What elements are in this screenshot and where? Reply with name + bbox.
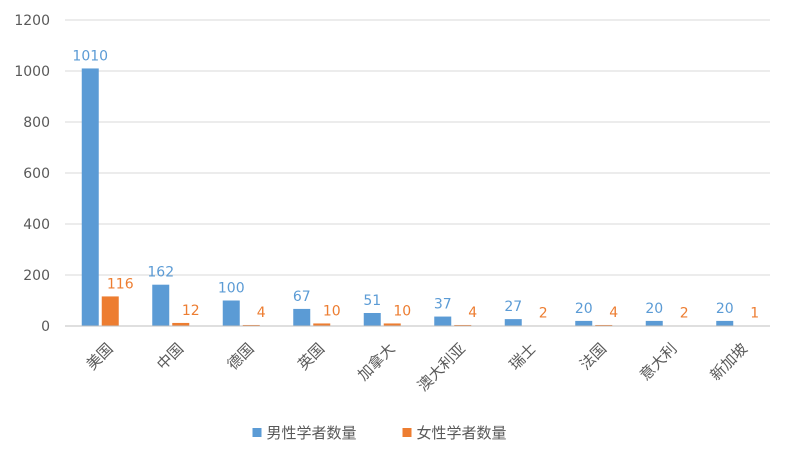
data-label-male: 1010 — [72, 48, 108, 64]
x-tick-label: 新加坡 — [707, 340, 752, 385]
bar-male — [293, 308, 311, 326]
x-tick-label: 中国 — [153, 340, 187, 374]
x-axis: 美国 中国 德国 英国 加拿大 澳大利亚 瑞士 法国 意大利 新加坡 — [65, 325, 770, 395]
y-tick-label: 800 — [23, 115, 50, 131]
bar-male — [363, 312, 381, 326]
x-tick-label: 瑞士 — [506, 340, 540, 374]
bar-male — [645, 320, 663, 326]
x-tick-label: 法国 — [576, 340, 610, 374]
bar-male — [504, 319, 522, 326]
x-tick-label: 加拿大 — [354, 340, 399, 385]
data-label-male: 100 — [218, 281, 245, 297]
y-tick-label: 600 — [23, 166, 50, 182]
data-label-female: 1 — [750, 306, 759, 322]
bar-female — [172, 322, 190, 326]
data-label-male: 67 — [293, 289, 311, 305]
data-labels: 1010 116 162 12 100 4 67 10 51 10 37 4 27 2 20 4 20 2 20 1 — [72, 48, 759, 321]
bar-male — [716, 320, 734, 326]
y-tick-label: 200 — [23, 268, 50, 284]
data-label-female: 4 — [468, 305, 477, 321]
gridlines — [65, 19, 770, 276]
y-tick-label: 400 — [23, 217, 50, 233]
data-label-male: 20 — [716, 301, 734, 317]
legend-swatch — [402, 428, 412, 437]
bar-male — [434, 316, 452, 326]
data-label-male: 20 — [645, 301, 663, 317]
x-tick-label: 英国 — [294, 340, 328, 374]
data-label-female: 4 — [257, 305, 266, 321]
data-label-male: 20 — [575, 301, 593, 317]
bar-female — [454, 324, 472, 326]
data-label-male: 162 — [147, 265, 174, 281]
data-label-female: 116 — [107, 276, 134, 292]
y-axis: 0 200 400 600 800 1000 1200 — [14, 13, 50, 335]
x-tick-label: 澳大利亚 — [414, 340, 469, 395]
data-label-male: 51 — [363, 293, 381, 309]
bar-male — [222, 300, 240, 326]
legend-label: 女性学者数量 — [417, 424, 507, 442]
x-tick-label: 意大利 — [636, 340, 681, 385]
bar-female — [383, 323, 401, 326]
data-label-female: 10 — [393, 303, 411, 319]
x-tick-label: 美国 — [83, 340, 117, 374]
data-label-female: 12 — [182, 303, 200, 319]
data-label-female: 4 — [609, 305, 618, 321]
data-label-female: 10 — [323, 303, 341, 319]
legend-label: 男性学者数量 — [267, 424, 357, 442]
x-tick-label: 德国 — [224, 340, 258, 374]
bar-male — [81, 68, 99, 326]
bar-female — [595, 324, 613, 326]
y-tick-label: 1200 — [14, 13, 50, 29]
data-label-male: 37 — [434, 297, 452, 313]
legend: 男性学者数量 女性学者数量 — [252, 424, 507, 442]
y-tick-label: 1000 — [14, 64, 50, 80]
data-label-female: 2 — [680, 305, 689, 321]
bars — [81, 68, 754, 327]
legend-swatch — [252, 428, 262, 437]
data-label-male: 27 — [504, 299, 522, 315]
bar-female — [242, 324, 260, 326]
data-label-female: 2 — [539, 305, 548, 321]
bar-female — [101, 296, 119, 326]
bar-male — [152, 284, 170, 326]
bar-female — [313, 323, 331, 326]
y-tick-label: 0 — [41, 319, 50, 335]
bar-male — [575, 320, 593, 326]
